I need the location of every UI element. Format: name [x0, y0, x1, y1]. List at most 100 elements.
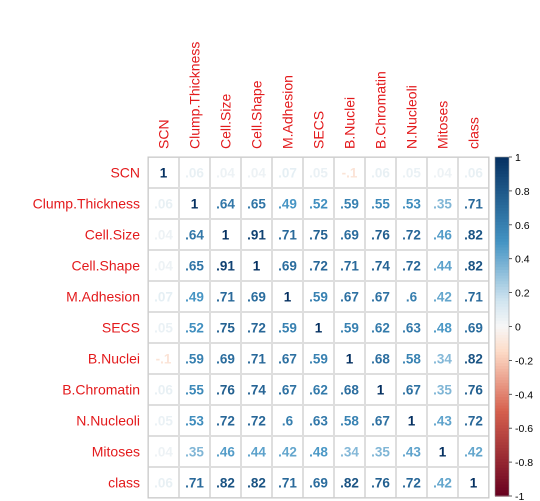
colorbar-segment — [495, 323, 509, 328]
heatmap-cell — [427, 157, 458, 188]
heatmap-cell — [272, 467, 303, 498]
heatmap-cell — [303, 374, 334, 405]
row-label-cell-shape: Cell.Shape — [72, 258, 141, 274]
cell-value-label: .06 — [154, 476, 173, 491]
heatmap-cell — [272, 219, 303, 250]
cell-value-label: .82 — [464, 259, 483, 274]
heatmap-cell — [241, 188, 272, 219]
cell-value-label: .62 — [371, 321, 390, 336]
heatmap-cell — [365, 312, 396, 343]
heatmap-cell — [179, 312, 210, 343]
colorbar-segment — [495, 366, 509, 370]
row-label-m-adhesion: M.Adhesion — [66, 289, 140, 305]
row-label-scn: SCN — [110, 165, 140, 181]
colorbar-segment — [495, 380, 509, 384]
colorbar-segment — [495, 264, 509, 268]
cell-value-label: .06 — [154, 197, 173, 212]
heatmap-cell — [210, 281, 241, 312]
column-label-b-chromatin: B.Chromatin — [373, 71, 389, 149]
heatmap-cell — [458, 467, 489, 498]
heatmap-cell — [396, 374, 427, 405]
colorbar-segment — [495, 346, 509, 350]
column-label-cell-size: Cell.Size — [218, 94, 234, 149]
heatmap-cell — [148, 343, 179, 374]
heatmap-cell — [210, 374, 241, 405]
cell-value-label: .42 — [278, 445, 297, 460]
cell-value-label: .69 — [247, 290, 266, 305]
cell-value-label: 1 — [222, 228, 230, 243]
cell-value-label: .64 — [185, 228, 204, 243]
colorbar-segment — [495, 490, 509, 494]
heatmap-cell — [179, 405, 210, 436]
cell-value-label: .74 — [371, 259, 390, 274]
heatmap-cell — [241, 250, 272, 281]
cell-value-label: .72 — [464, 414, 483, 429]
cell-value-label: .06 — [185, 166, 204, 181]
heatmap-cell — [179, 219, 210, 250]
colorbar-segment — [495, 205, 509, 209]
heatmap-cell — [179, 467, 210, 498]
heatmap-cell — [458, 374, 489, 405]
heatmap-cell — [241, 436, 272, 467]
cell-value-label: .35 — [371, 445, 390, 460]
colorbar-segment — [495, 481, 509, 486]
colorbar-segment — [495, 213, 509, 217]
cell-value-label: .82 — [216, 476, 235, 491]
cell-value-label: .43 — [402, 445, 421, 460]
heatmap-cell — [148, 219, 179, 250]
colorbar-segment — [495, 233, 509, 237]
heatmap-cell — [179, 157, 210, 188]
colorbar-segment — [495, 456, 509, 460]
cell-value-label: .35 — [433, 383, 452, 398]
cell-value-label: .65 — [185, 259, 204, 274]
cell-value-label: .82 — [340, 476, 359, 491]
cell-value-label: .76 — [371, 228, 390, 243]
colorbar-segment — [495, 244, 509, 248]
colorbar-segment — [495, 433, 509, 438]
heatmap-cell — [303, 219, 334, 250]
row-label-b-nuclei: B.Nuclei — [88, 351, 140, 367]
cell-value-label: .59 — [340, 197, 359, 212]
colorbar-segment — [495, 479, 509, 483]
cell-value-label: .48 — [309, 445, 328, 460]
colorbar-segment — [495, 391, 509, 395]
cell-value-label: .72 — [402, 228, 421, 243]
heatmap-cell — [427, 312, 458, 343]
colorbar-segment — [495, 349, 509, 353]
colorbar-segment — [495, 301, 509, 305]
heatmap-cell — [334, 219, 365, 250]
heatmap-cell — [210, 188, 241, 219]
colorbar-segment — [495, 270, 509, 274]
colorbar-tick-label: -1 — [515, 491, 524, 501]
heatmap-cell — [365, 467, 396, 498]
colorbar-segment — [495, 431, 509, 435]
cell-value-label: -.1 — [156, 352, 172, 367]
row-label-b-chromatin: B.Chromatin — [62, 382, 140, 398]
colorbar-segment — [495, 289, 509, 294]
cell-value-label: .06 — [464, 166, 483, 181]
cell-value-label: .63 — [309, 414, 328, 429]
row-label-mitoses: Mitoses — [92, 444, 140, 460]
heatmap-cell — [396, 157, 427, 188]
cell-value-label: 1 — [284, 290, 292, 305]
heatmap-cell — [396, 219, 427, 250]
colorbar-segment — [495, 476, 509, 480]
heatmap-cell — [427, 374, 458, 405]
heatmap-cell — [458, 281, 489, 312]
colorbar-segment — [495, 464, 509, 469]
cell-value-label: .72 — [247, 321, 266, 336]
heatmap-cell — [210, 250, 241, 281]
heatmap-cell — [334, 405, 365, 436]
cell-value-label: 1 — [253, 259, 261, 274]
colorbar-segment — [495, 179, 509, 184]
heatmap-cell — [334, 374, 365, 405]
heatmap-cell — [241, 374, 272, 405]
heatmap-cell — [365, 374, 396, 405]
cell-value-label: .07 — [278, 166, 297, 181]
colorbar-segment — [495, 368, 509, 373]
colorbar-segment — [495, 329, 509, 333]
colorbar-tick-label: 0.4 — [515, 254, 530, 266]
colorbar-segment — [495, 360, 509, 364]
column-label-clump-thickness: Clump.Thickness — [187, 42, 203, 149]
